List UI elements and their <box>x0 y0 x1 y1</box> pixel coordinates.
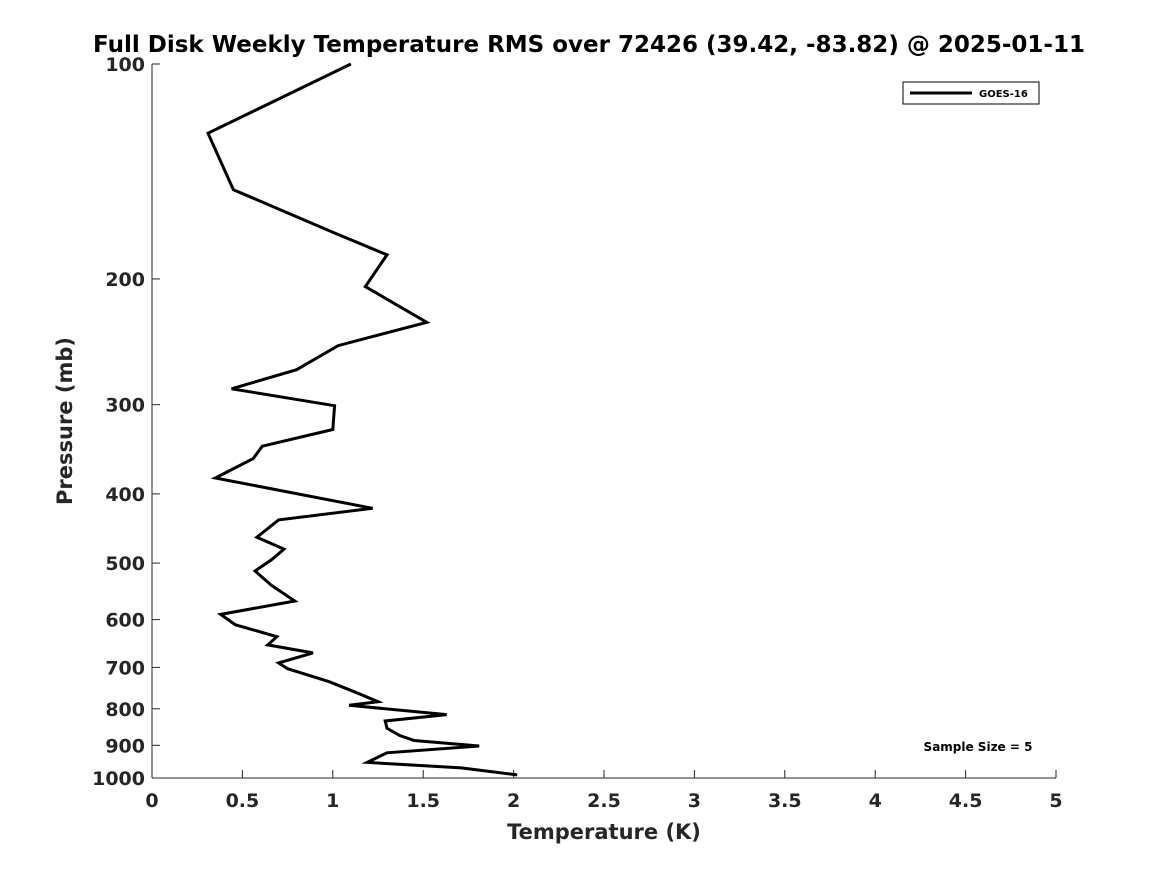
sample-size-annotation: Sample Size = 5 <box>924 740 1033 754</box>
legend-label-goes-16: GOES-16 <box>979 89 1028 100</box>
x-tick-label: 3 <box>688 790 701 812</box>
x-tick-label: 1.5 <box>406 790 440 812</box>
x-tick-label: 4.5 <box>949 790 983 812</box>
y-tick-label: 200 <box>105 269 145 291</box>
x-tick-label: 0 <box>145 790 158 812</box>
legend: GOES-16 <box>902 81 1040 105</box>
y-tick-label: 900 <box>105 735 145 757</box>
y-tick-label: 300 <box>105 395 145 417</box>
x-tick-label: 4 <box>869 790 882 812</box>
x-tick-label: 3.5 <box>768 790 802 812</box>
series-line-goes-16 <box>206 62 518 777</box>
y-axis-label: Pressure (mb) <box>53 337 77 505</box>
x-tick-label: 1 <box>326 790 339 812</box>
x-tick-label: 2.5 <box>587 790 621 812</box>
plot-area: 0 0.5 1 1.5 2 2.5 3 3.5 4 4.5 5 100 200 300 400 500 600 7… <box>92 54 1063 812</box>
y-tick-label: 700 <box>105 657 145 679</box>
y-tick-label: 100 <box>105 54 145 76</box>
y-tick-label: 500 <box>105 553 145 575</box>
x-tick-label: 5 <box>1049 790 1062 812</box>
y-tick-label: 800 <box>105 699 145 721</box>
y-tick-label: 400 <box>105 484 145 506</box>
chart-title: Full Disk Weekly Temperature RMS over 72… <box>93 32 1085 58</box>
x-tick-label: 2 <box>507 790 520 812</box>
y-tick-label: 1000 <box>92 768 145 790</box>
x-tick-label: 0.5 <box>226 790 260 812</box>
x-axis-label: Temperature (K) <box>507 820 701 844</box>
y-tick-label: 600 <box>105 610 145 632</box>
